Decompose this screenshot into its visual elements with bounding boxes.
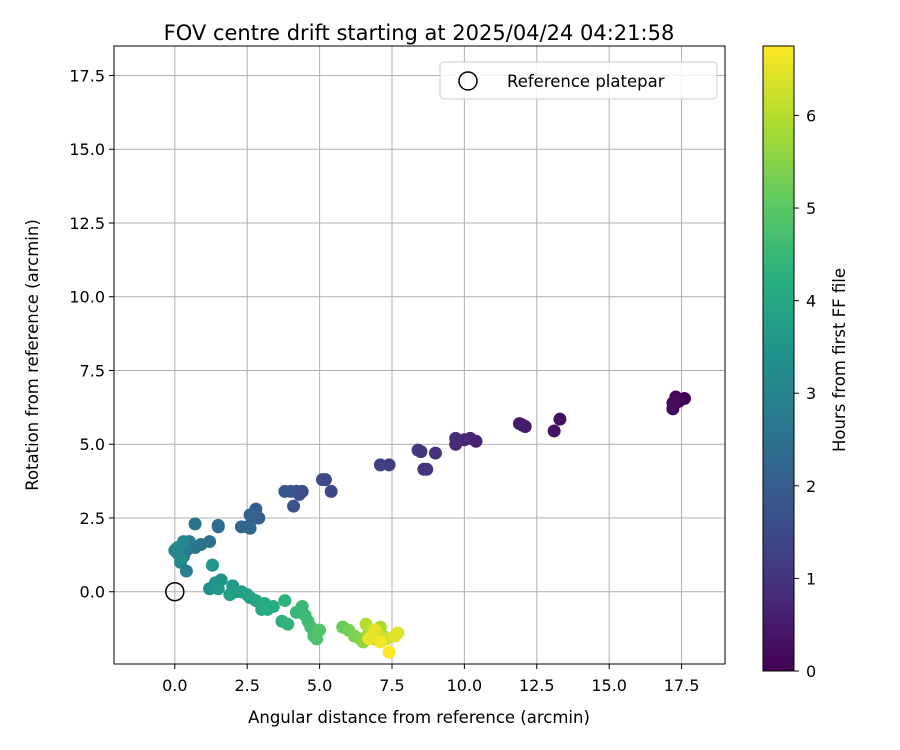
data-point bbox=[666, 396, 680, 410]
x-tick-label: 2.5 bbox=[234, 676, 259, 695]
data-point bbox=[223, 588, 237, 602]
chart-title: FOV centre drift starting at 2025/04/24 … bbox=[164, 21, 675, 45]
data-point bbox=[553, 412, 567, 426]
data-point bbox=[388, 629, 402, 643]
data-point bbox=[243, 521, 257, 535]
data-point bbox=[188, 517, 202, 531]
x-tick-label: 5.0 bbox=[307, 676, 332, 695]
plot-frame bbox=[113, 45, 726, 665]
colorbar-tick-label: 3 bbox=[806, 384, 816, 403]
y-axis-ticks: 0.0 2.5 5.0 7.5 10.0 12.5 15.0 17.5 bbox=[69, 66, 114, 602]
colorbar-ticks: 0 1 2 3 4 5 6 bbox=[794, 106, 816, 681]
x-tick-label: 0.0 bbox=[162, 676, 187, 695]
colorbar-gradient bbox=[762, 45, 795, 672]
data-point bbox=[211, 582, 225, 596]
data-point bbox=[362, 632, 376, 646]
data-point bbox=[411, 443, 425, 457]
reference-marker-layer bbox=[165, 581, 185, 602]
legend-entry-reference: Reference platepar bbox=[507, 72, 665, 91]
data-point bbox=[243, 508, 257, 522]
colorbar-tick-label: 5 bbox=[806, 199, 816, 218]
legend-reference-marker bbox=[458, 71, 478, 91]
data-point bbox=[171, 540, 185, 554]
data-point bbox=[324, 484, 338, 498]
y-tick-label: 15.0 bbox=[69, 140, 105, 159]
data-point bbox=[547, 424, 561, 438]
data-point bbox=[313, 623, 327, 637]
data-point bbox=[287, 499, 301, 513]
data-point bbox=[382, 645, 396, 659]
y-axis-label: Rotation from reference (arcmin) bbox=[23, 219, 42, 491]
grid bbox=[114, 46, 725, 664]
y-tick-label: 10.0 bbox=[69, 288, 105, 307]
legend-box bbox=[439, 61, 718, 100]
scatter-points bbox=[168, 390, 691, 659]
colorbar-tick-label: 0 bbox=[806, 662, 816, 681]
y-tick-label: 7.5 bbox=[80, 361, 105, 380]
data-point bbox=[278, 594, 292, 608]
colorbar-tick-label: 1 bbox=[806, 569, 816, 588]
x-axis-ticks: 0.0 2.5 5.0 7.5 10.0 12.5 15.0 17.5 bbox=[162, 664, 699, 695]
legend: Reference platepar bbox=[439, 61, 718, 100]
data-point bbox=[211, 520, 225, 534]
y-tick-label: 17.5 bbox=[69, 66, 105, 85]
data-point bbox=[449, 431, 463, 445]
x-tick-label: 10.0 bbox=[447, 676, 483, 695]
data-point bbox=[266, 599, 280, 613]
data-point bbox=[281, 617, 295, 631]
x-tick-label: 7.5 bbox=[379, 676, 404, 695]
y-tick-label: 12.5 bbox=[69, 214, 105, 233]
colorbar-label: Hours from first FF file bbox=[830, 268, 849, 452]
data-point bbox=[174, 552, 188, 566]
data-point bbox=[205, 558, 219, 572]
colorbar-tick-label: 2 bbox=[806, 477, 816, 496]
y-tick-label: 0.0 bbox=[80, 583, 105, 602]
colorbar: 0 1 2 3 4 5 6 Hours from first FF file bbox=[762, 45, 849, 681]
x-axis-label: Angular distance from reference (arcmin) bbox=[248, 708, 590, 727]
data-point bbox=[315, 473, 329, 487]
data-point bbox=[278, 484, 292, 498]
data-point bbox=[373, 458, 387, 472]
data-point bbox=[373, 635, 387, 649]
x-tick-label: 15.0 bbox=[591, 676, 627, 695]
data-point bbox=[417, 462, 431, 476]
data-point bbox=[428, 446, 442, 460]
y-tick-label: 2.5 bbox=[80, 509, 105, 528]
y-tick-label: 5.0 bbox=[80, 435, 105, 454]
x-tick-label: 17.5 bbox=[664, 676, 700, 695]
data-point bbox=[512, 417, 526, 431]
reference-platepar-marker bbox=[165, 581, 185, 602]
colorbar-tick-label: 4 bbox=[806, 292, 816, 311]
colorbar-tick-label: 6 bbox=[806, 106, 816, 125]
x-tick-label: 12.5 bbox=[519, 676, 555, 695]
